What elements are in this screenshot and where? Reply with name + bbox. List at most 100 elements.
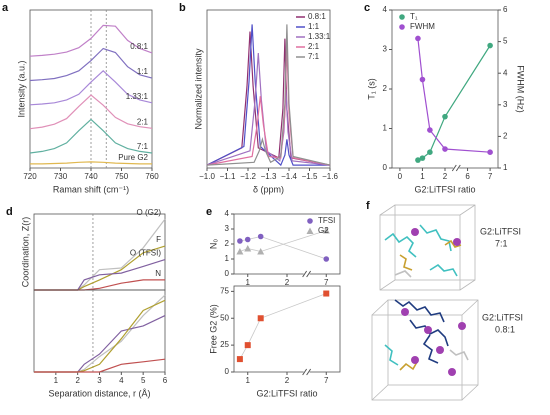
y-tick-label: 50 [220,313,229,322]
x-tick-label: −1.0 [199,172,215,181]
legend-label: T₁ [410,12,418,21]
panel-letter: e [206,206,212,218]
x-tick-label: 7 [324,376,329,385]
x-tick-label: 2 [443,172,448,181]
axis-break-gap [303,369,310,375]
x-axis-label: G2:LiTFSI ratio [256,388,317,398]
plot-frame [29,9,153,169]
y2-axis-label: FWHM (Hz) [516,65,526,112]
plot-frame [33,289,166,373]
panel-letter: f [366,200,370,212]
data-point [442,113,448,120]
panel-letter: c [364,2,370,14]
caption: G2:LiTFSI [482,312,523,322]
series-label: O (G2) [137,208,162,217]
x-tick-label: 760 [145,172,159,181]
y2-tick-label: 5 [503,37,508,46]
series-line [206,24,331,166]
x-tick-label: 4 [119,376,124,385]
data-point [237,238,243,244]
legend-label: 1:1 [308,22,320,31]
x-tick-label: −1.3 [261,172,277,181]
box-top [379,204,476,291]
y-tick-label: 25 [220,340,229,349]
legend-marker [399,24,405,30]
y-tick-label: 0 [225,367,230,376]
series-label: 1.33:1 [126,92,149,101]
y-tick-label: 1 [383,124,388,133]
data-point [415,157,421,163]
data-point [415,35,421,42]
y-tick-label: 3 [383,45,388,54]
y2-tick-label: 3 [503,100,508,109]
legend-marker [307,218,313,224]
legend-label: 1.33:1 [308,32,331,41]
molecules-top [384,224,462,278]
legend-label: FWHM [410,22,435,31]
y-axis-label: N₀ [208,239,218,249]
x-tick-label: −1.5 [302,172,318,181]
legend-label: G2 [318,226,329,235]
legend-label: 7:1 [308,52,320,61]
series-line [417,38,491,153]
y2-tick-label: 4 [503,68,508,77]
y2-tick-label: 6 [503,5,508,14]
axis-break [302,368,308,376]
y-tick-label: 75 [220,286,229,295]
x-tick-label: 7 [488,172,493,181]
x-tick-label: 1 [54,376,59,385]
x-tick-label: 6 [465,172,470,181]
series-label: N [155,269,161,278]
molecular-snapshots: f G2:LiTFSI 7:1 [366,200,523,401]
y-tick-label: 2 [383,84,388,93]
data-point [427,127,433,133]
legend-marker [399,14,405,20]
x-tick-label: 2 [75,376,80,385]
x-tick-label: 1 [420,172,425,181]
series-label: O (TFSI) [130,249,161,258]
series-label: 7:1 [137,142,149,151]
panel-letter: b [179,2,186,14]
series-line [29,118,153,154]
x-tick-label: −1.4 [281,172,297,181]
series-label: 0.8:1 [130,42,148,51]
data-point [244,245,252,252]
axis-break-gap [453,165,460,171]
series-line [206,24,330,167]
series-label: 2:1 [137,117,149,126]
series-line [29,24,153,57]
axis-break [306,368,312,376]
series-label: Pure G2 [118,153,148,162]
x-tick-label: 0 [398,172,403,181]
series-line [34,259,166,291]
x-tick-label: 3 [97,376,102,385]
y-tick-label: 4 [383,5,388,14]
x-tick-label: −1.6 [322,172,338,181]
x-tick-label: 2 [285,376,290,385]
y-axis-label: Normalized intensity [193,48,203,130]
series-line [34,294,166,373]
data-point [323,256,330,262]
y2-tick-label: 1 [503,163,508,172]
x-tick-label: 730 [54,172,68,181]
series-line [34,279,165,291]
y2-tick-label: 2 [503,132,508,141]
x-tick-label: 2 [285,278,290,287]
x-tick-label: 5 [141,376,146,385]
plot-frame [233,285,341,373]
x-tick-label: 750 [115,172,129,181]
panel-letter: d [6,206,13,218]
x-tick-label: −1.1 [220,172,236,181]
data-point [487,149,493,155]
x-tick-label: 7 [324,278,329,287]
legend-label: TFSI [318,216,335,225]
data-point [244,342,251,349]
y-axis-label: Coordination, Z(r) [20,217,30,288]
connector [239,230,327,252]
x-tick-label: 1 [246,278,251,287]
x-tick-label: 720 [23,172,37,181]
data-point [419,155,426,161]
axis-break [302,270,308,278]
axis-break-gap [303,271,310,277]
